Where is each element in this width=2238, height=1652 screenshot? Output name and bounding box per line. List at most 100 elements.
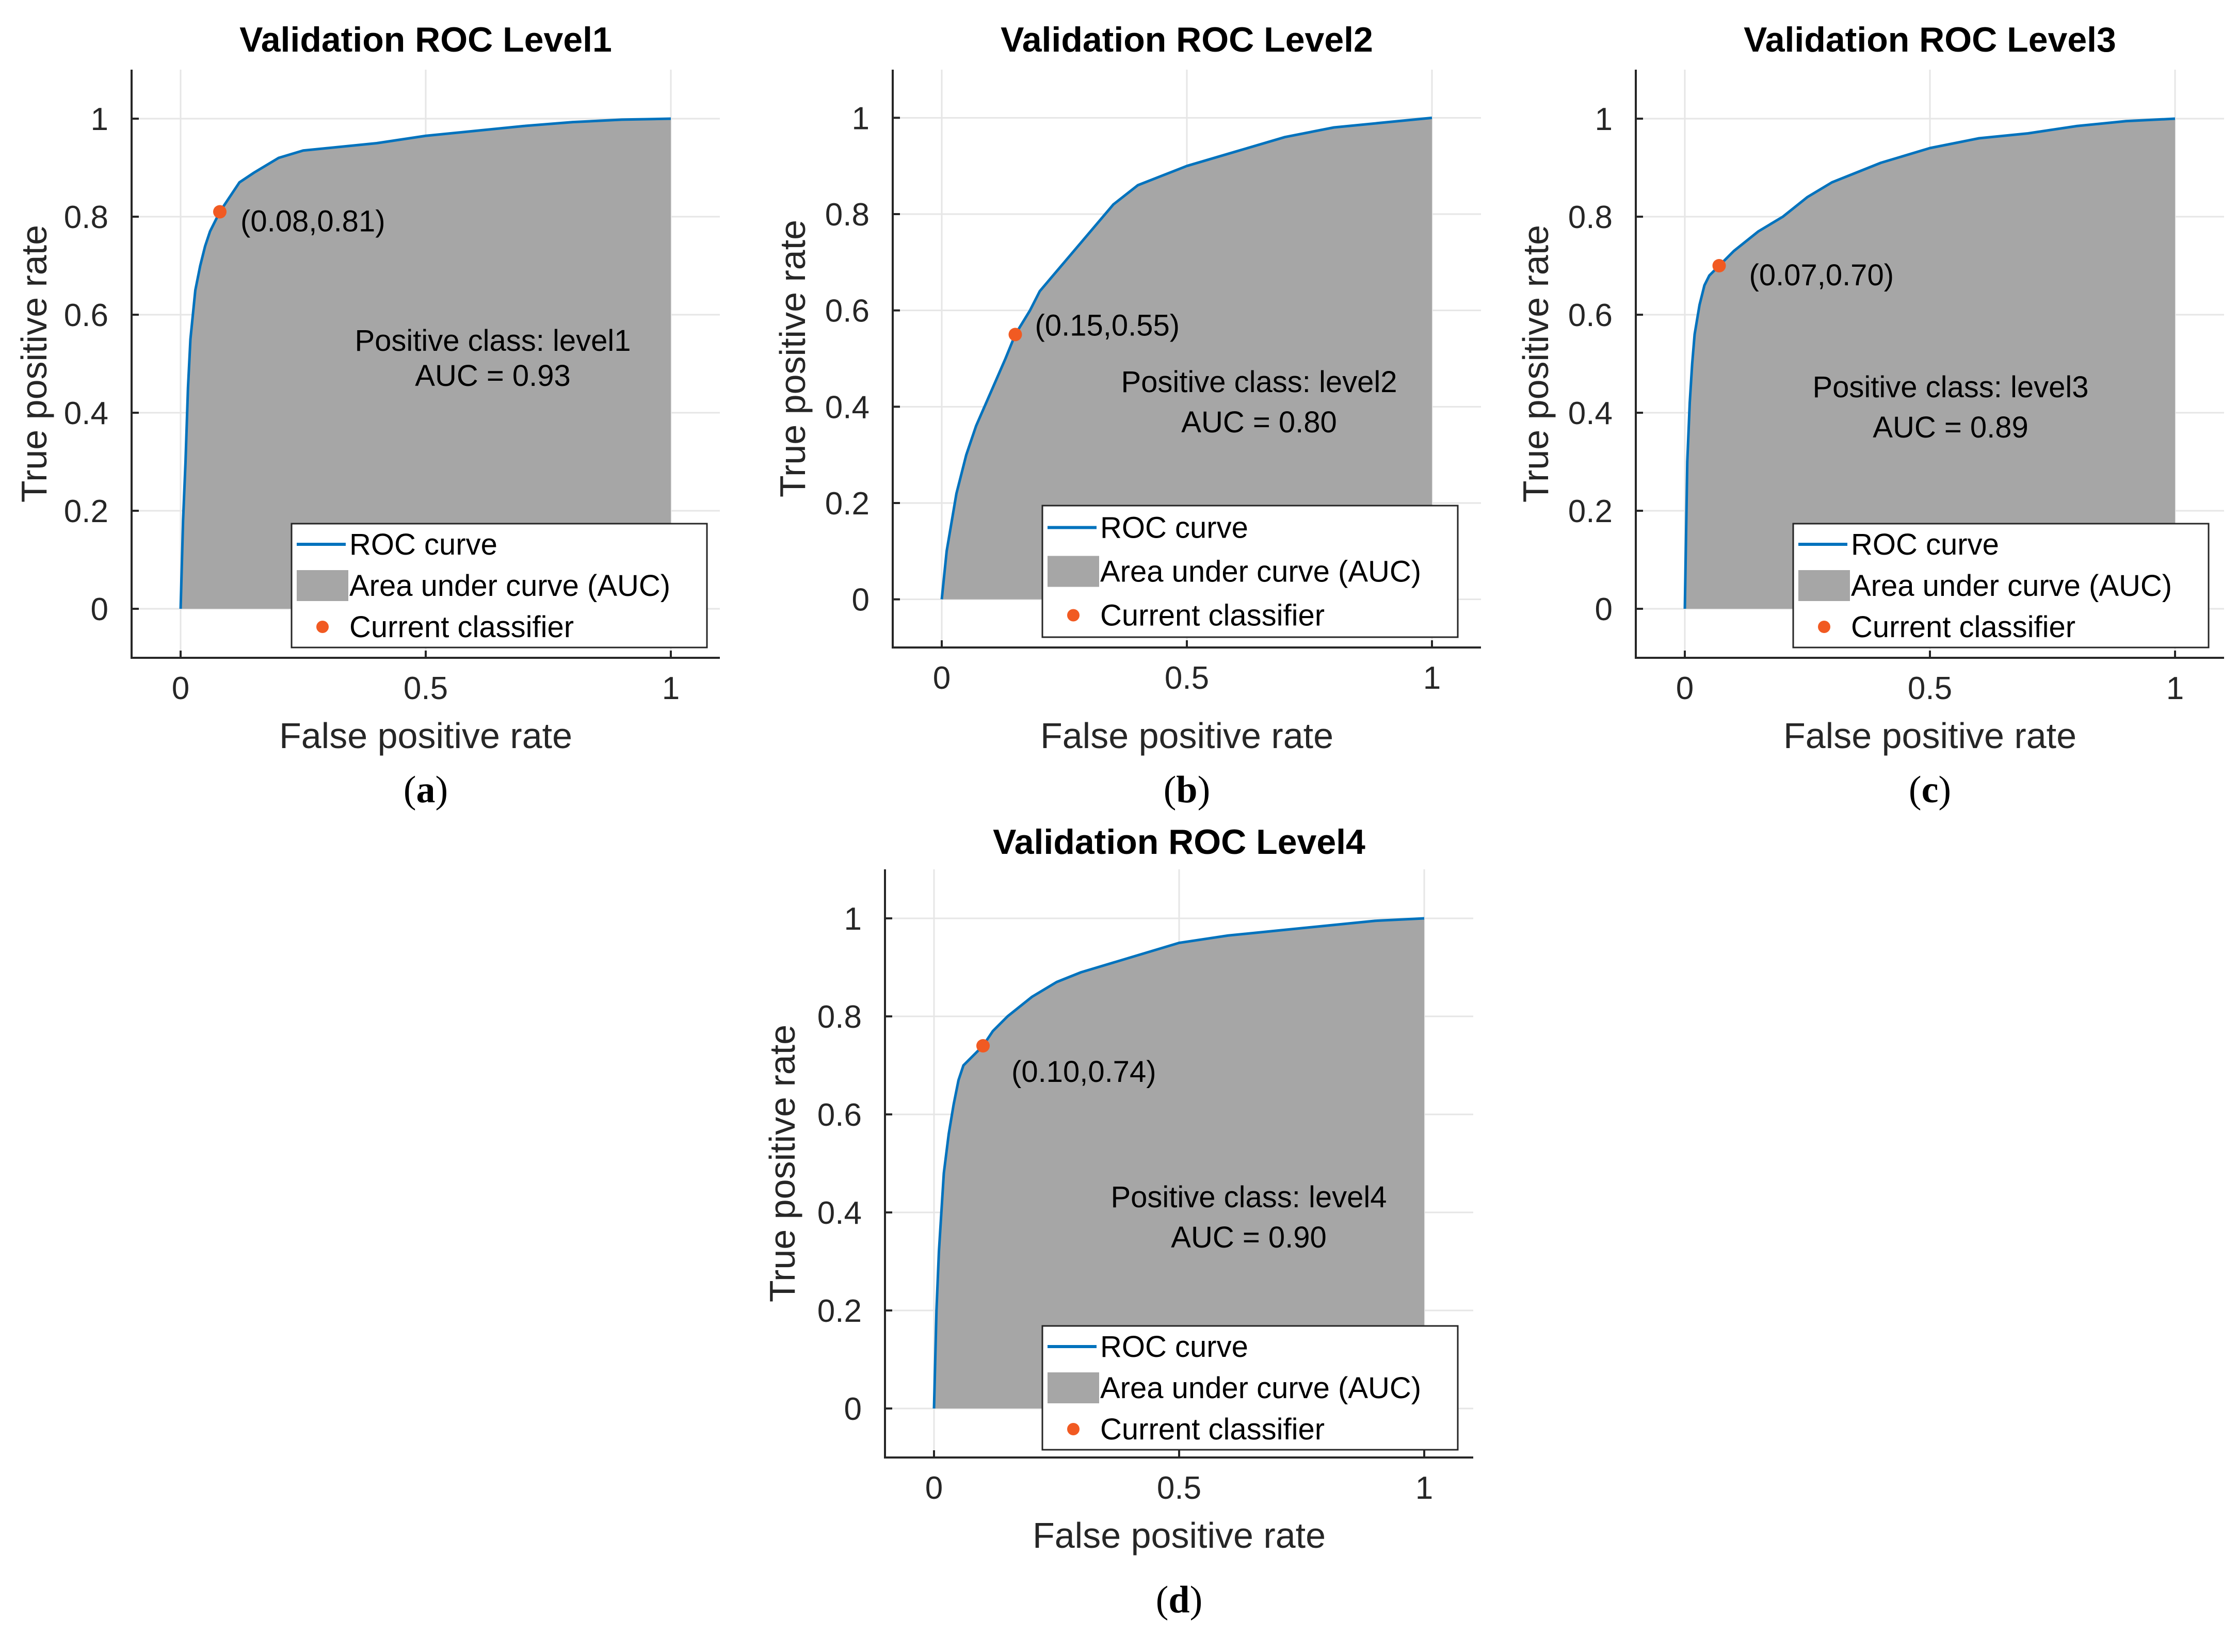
legend: ROC curve Area under curve (AUC) Current c… bbox=[1792, 523, 2210, 649]
x-axis-label: False positive rate bbox=[1040, 716, 1333, 756]
auc-area bbox=[1685, 119, 2175, 609]
axes-frame bbox=[884, 869, 1473, 1459]
y-tick-label: 0.2 bbox=[1568, 494, 1613, 529]
y-tick-label: 1 bbox=[852, 101, 870, 136]
y-tick-label: 0 bbox=[844, 1391, 862, 1427]
x-tick-label: 0.5 bbox=[1157, 1470, 1201, 1506]
chart-title: Validation ROC Level3 bbox=[1744, 20, 2116, 59]
classifier-point-label: (0.07,0.70) bbox=[1749, 258, 1894, 292]
legend-auc-label: Area under curve (AUC) bbox=[1851, 569, 2172, 603]
legend-auc-label: Area under curve (AUC) bbox=[1100, 1371, 1421, 1405]
legend-classifier-label: Current classifier bbox=[1100, 1413, 1325, 1446]
legend-classifier-swatch bbox=[1067, 1423, 1080, 1435]
y-tick-label: 1 bbox=[844, 901, 862, 937]
y-tick-label: 0 bbox=[852, 582, 870, 618]
chart-panel-c: 0 0.5 1 0 0.2 0.4 0.6 0.8 1 Validation ROC Level3… bbox=[1516, 20, 2224, 811]
panel-label-close-paren: ) bbox=[1938, 769, 1951, 811]
y-axis-label: True positive rate bbox=[772, 220, 813, 497]
chart-panel-a: 0 0.5 1 0 0.2 0.4 0.6 0.8 1 Validation ROC Level1… bbox=[14, 20, 720, 811]
auc-area bbox=[934, 918, 1424, 1408]
chart-panel-b: 0 0.5 1 0 0.2 0.4 0.6 0.8 1 Validation ROC Level2… bbox=[772, 20, 1481, 811]
panel-label: (d) bbox=[1156, 1579, 1202, 1621]
positive-class-label: Positive class: level3 bbox=[1812, 370, 2088, 404]
x-axis-label: False positive rate bbox=[1033, 1515, 1326, 1556]
legend: ROC curve Area under curve (AUC) Current c… bbox=[1041, 505, 1459, 638]
roc-curve-line bbox=[1683, 117, 2176, 609]
legend-roc-label: ROC curve bbox=[1100, 511, 1248, 545]
legend-roc-label: ROC curve bbox=[349, 528, 497, 561]
y-tick-label: 0.8 bbox=[1568, 200, 1613, 235]
y-tick-label: 0 bbox=[1595, 592, 1613, 627]
y-tick-label: 0.8 bbox=[64, 200, 108, 235]
y-tick-label: 0.4 bbox=[817, 1195, 862, 1231]
y-tick-label: 0.8 bbox=[817, 999, 862, 1035]
legend-classifier-label: Current classifier bbox=[1100, 599, 1325, 633]
y-axis-label: True positive rate bbox=[14, 225, 54, 503]
panel-label-open-paren: ( bbox=[404, 769, 416, 811]
auc-area bbox=[942, 118, 1432, 600]
y-tick-label: 0 bbox=[91, 592, 108, 627]
axes-frame bbox=[1635, 70, 2224, 659]
classifier-point-label: (0.15,0.55) bbox=[1035, 309, 1180, 342]
legend-classifier-label: Current classifier bbox=[1851, 610, 2075, 644]
y-tick-label: 0.4 bbox=[825, 390, 870, 425]
panel-label-close-paren: ) bbox=[1190, 1579, 1203, 1621]
chart-panel-d: 0 0.5 1 0 0.2 0.4 0.6 0.8 1 Validation ROC Level4… bbox=[762, 822, 1473, 1621]
y-tick-label: 0.6 bbox=[817, 1097, 862, 1133]
y-tick-label: 0.6 bbox=[64, 298, 108, 333]
legend-classifier-label: Current classifier bbox=[349, 610, 574, 644]
roc-curve-line bbox=[932, 917, 1425, 1409]
panel-label-open-paren: ( bbox=[1156, 1579, 1169, 1621]
legend-auc-swatch bbox=[297, 570, 348, 601]
x-tick-label: 0 bbox=[933, 660, 951, 696]
panel-label: (b) bbox=[1164, 769, 1210, 811]
y-tick-label: 1 bbox=[1595, 102, 1613, 137]
y-axis-label: True positive rate bbox=[762, 1025, 802, 1302]
x-axis-label: False positive rate bbox=[1783, 716, 2076, 756]
y-tick-label: 1 bbox=[91, 102, 108, 137]
y-tick-label: 0.4 bbox=[1568, 396, 1613, 431]
x-tick-label: 0 bbox=[172, 671, 189, 706]
x-tick-label: 1 bbox=[2166, 671, 2184, 706]
legend-roc-label: ROC curve bbox=[1100, 1330, 1248, 1364]
y-tick-label: 0.2 bbox=[64, 494, 108, 529]
legend-auc-label: Area under curve (AUC) bbox=[349, 569, 670, 603]
x-tick-label: 1 bbox=[1415, 1470, 1433, 1506]
roc-curve-line bbox=[940, 116, 1432, 600]
roc-curve-line bbox=[179, 117, 671, 609]
auc-value-label: AUC = 0.93 bbox=[415, 359, 570, 393]
auc-value-label: AUC = 0.90 bbox=[1171, 1221, 1326, 1254]
auc-value-label: AUC = 0.89 bbox=[1873, 411, 2028, 444]
chart-title: Validation ROC Level2 bbox=[1001, 20, 1373, 59]
classifier-point-label: (0.08,0.81) bbox=[240, 205, 385, 238]
axes-frame bbox=[892, 70, 1481, 649]
legend-box bbox=[1041, 1325, 1459, 1451]
classifier-point bbox=[976, 1039, 990, 1052]
x-axis-label: False positive rate bbox=[279, 716, 572, 756]
panel-label-open-paren: ( bbox=[1164, 769, 1177, 811]
legend-classifier-swatch bbox=[1818, 621, 1830, 633]
legend-auc-label: Area under curve (AUC) bbox=[1100, 555, 1421, 589]
x-tick-label: 0.5 bbox=[1908, 671, 1952, 706]
legend-box bbox=[1792, 523, 2210, 649]
positive-class-label: Positive class: level1 bbox=[355, 324, 631, 358]
x-tick-label: 0 bbox=[925, 1470, 943, 1506]
legend-classifier-swatch bbox=[316, 621, 329, 633]
legend-auc-swatch bbox=[1798, 570, 1850, 601]
y-tick-label: 0.8 bbox=[825, 197, 870, 233]
legend-roc-label: ROC curve bbox=[1851, 528, 1999, 561]
classifier-point bbox=[213, 205, 227, 219]
legend: ROC curve Area under curve (AUC) Current c… bbox=[291, 523, 708, 649]
chart-title: Validation ROC Level1 bbox=[239, 20, 612, 59]
auc-value-label: AUC = 0.80 bbox=[1181, 406, 1337, 439]
panel-label-close-paren: ) bbox=[1198, 769, 1211, 811]
positive-class-label: Positive class: level2 bbox=[1121, 365, 1397, 399]
chart-title: Validation ROC Level4 bbox=[993, 822, 1365, 862]
legend-classifier-swatch bbox=[1067, 609, 1080, 622]
y-axis-label: True positive rate bbox=[1516, 225, 1556, 503]
x-tick-label: 0.5 bbox=[404, 671, 448, 706]
y-tick-label: 0.4 bbox=[64, 396, 108, 431]
x-tick-label: 0 bbox=[1676, 671, 1694, 706]
x-tick-label: 0.5 bbox=[1165, 660, 1209, 696]
